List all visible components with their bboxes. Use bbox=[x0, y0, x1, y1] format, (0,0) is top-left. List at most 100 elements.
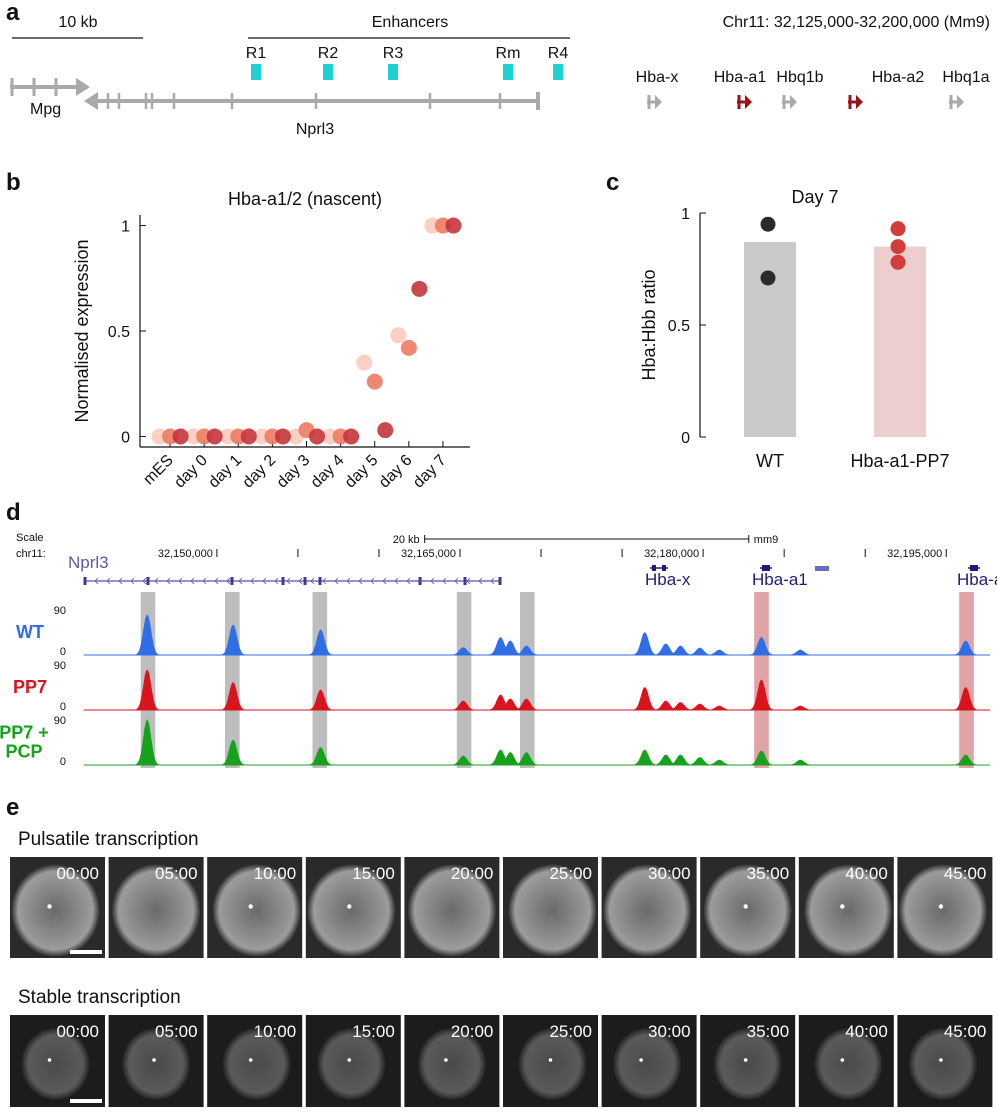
row-title: Pulsatile transcription bbox=[18, 829, 199, 850]
strand-arrow bbox=[94, 577, 99, 585]
timestamp: 45:00 bbox=[944, 864, 987, 883]
signal-peak bbox=[515, 645, 538, 656]
strand-arrow bbox=[430, 577, 435, 585]
exon bbox=[974, 565, 978, 571]
strand-arrow bbox=[454, 577, 459, 585]
timestamp: 05:00 bbox=[155, 864, 198, 883]
gene-label: Hba-x bbox=[636, 69, 679, 86]
bar bbox=[874, 246, 926, 437]
y-tick-label: 0.5 bbox=[668, 318, 690, 335]
timestamp: 10:00 bbox=[254, 1022, 297, 1041]
strand-arrow bbox=[166, 577, 171, 585]
transcription-spot bbox=[248, 1058, 253, 1062]
signal-peak bbox=[309, 629, 333, 656]
timestamp: 00:00 bbox=[56, 1022, 99, 1041]
data-point bbox=[377, 422, 394, 439]
y-tick-label: 0 bbox=[60, 756, 66, 768]
signal-peak bbox=[688, 647, 712, 656]
exon bbox=[970, 565, 974, 571]
signal-peak bbox=[451, 755, 475, 766]
cell bbox=[122, 1028, 191, 1100]
y-tick-label: 0 bbox=[60, 701, 66, 713]
region-label: Chr11: 32,125,000-32,200,000 (Mm9) bbox=[723, 14, 990, 31]
timestamp: 30:00 bbox=[648, 1022, 691, 1041]
gene-arrow bbox=[76, 78, 90, 96]
gene-label: Hbq1a bbox=[942, 69, 989, 86]
data-point bbox=[400, 339, 417, 356]
cell bbox=[21, 1028, 90, 1100]
exon bbox=[303, 577, 307, 585]
timestamp: 30:00 bbox=[648, 864, 691, 883]
exons bbox=[106, 93, 502, 109]
transcription-spot bbox=[840, 904, 845, 909]
cell bbox=[603, 864, 692, 957]
x-tick-label: 32,165,000 bbox=[401, 548, 456, 560]
data-point bbox=[366, 373, 383, 390]
signal-peak bbox=[954, 640, 978, 656]
exon bbox=[463, 577, 467, 585]
data-point bbox=[356, 354, 373, 371]
transcription-spot bbox=[840, 1058, 845, 1062]
strand-arrow bbox=[178, 577, 183, 585]
gene-label: Hba-a2 bbox=[957, 570, 997, 589]
enhancer-label: R1 bbox=[246, 45, 267, 62]
enhancer bbox=[323, 64, 333, 80]
exon bbox=[652, 565, 656, 571]
cell bbox=[814, 1028, 883, 1100]
cell bbox=[908, 1028, 977, 1100]
signal-peak bbox=[708, 705, 731, 711]
timestamp: 20:00 bbox=[451, 864, 494, 883]
strand-arrow bbox=[142, 577, 147, 585]
x-tick-label: day 5 bbox=[342, 452, 382, 492]
data-point bbox=[172, 428, 189, 445]
signal-peak bbox=[669, 702, 692, 711]
strand-arrow bbox=[394, 577, 399, 585]
gene-label: Hba-a1 bbox=[752, 570, 808, 589]
strand-arrow bbox=[106, 577, 111, 585]
track-label: PP7 bbox=[13, 677, 47, 697]
enhancer bbox=[388, 64, 398, 80]
y-axis-label: Normalised expression bbox=[72, 239, 92, 422]
timestamp: 25:00 bbox=[549, 864, 592, 883]
panel-label: e bbox=[6, 794, 19, 821]
signal-peak bbox=[669, 645, 692, 656]
data-point bbox=[390, 327, 407, 344]
transcription-spot bbox=[347, 904, 352, 909]
genome-browser: Scale chr11: 20 kb mm9 32,150,000 32,165,000 3… bbox=[0, 532, 997, 768]
enhancer bbox=[553, 64, 563, 80]
timestamp: 40:00 bbox=[845, 864, 888, 883]
x-tick-label: day 4 bbox=[308, 452, 348, 492]
highlight bbox=[519, 592, 535, 768]
row-title: Stable transcription bbox=[18, 987, 181, 1008]
exon bbox=[762, 565, 766, 571]
signal-peak bbox=[135, 719, 159, 766]
transcription-spot bbox=[639, 1058, 643, 1062]
cell bbox=[613, 1028, 682, 1100]
exon bbox=[146, 577, 150, 585]
strand-arrow bbox=[262, 577, 267, 585]
strand-arrow bbox=[226, 577, 231, 585]
signal-peak bbox=[707, 649, 731, 656]
data-point bbox=[206, 428, 223, 445]
highlight bbox=[456, 592, 472, 768]
exon bbox=[230, 577, 234, 585]
x-tick-label: day 7 bbox=[410, 452, 450, 492]
gene-arrow bbox=[655, 95, 662, 109]
strand-arrow bbox=[478, 577, 483, 585]
cell bbox=[713, 1028, 782, 1100]
transcription-spot bbox=[743, 904, 748, 909]
signal-peak bbox=[750, 750, 773, 766]
transcription-spot bbox=[938, 904, 944, 909]
x-tick-label: 32,195,000 bbox=[887, 548, 942, 560]
cell bbox=[11, 864, 100, 957]
signal-peak bbox=[451, 700, 475, 711]
signal-peak bbox=[750, 679, 773, 711]
locus-diagram: 10 kb Enhancers Mpg Nprl3 Chr11: 32,125,… bbox=[10, 14, 990, 138]
gene-label: Nprl3 bbox=[68, 553, 109, 572]
timestamp: 40:00 bbox=[845, 1022, 888, 1041]
data-point bbox=[760, 216, 776, 232]
exon bbox=[83, 577, 87, 585]
strand-arrow bbox=[346, 577, 351, 585]
x-tick-label: day 6 bbox=[376, 452, 416, 492]
signal-peak bbox=[954, 754, 978, 766]
